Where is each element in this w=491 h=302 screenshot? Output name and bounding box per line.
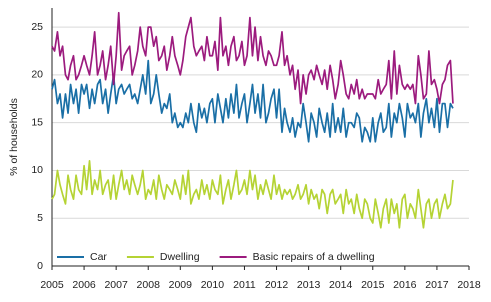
x-tick-label: 2011 — [233, 279, 256, 291]
x-tick-label: 2017 — [425, 279, 449, 291]
y-tick-label: 20 — [31, 69, 43, 81]
x-tick-label: 2007 — [104, 279, 128, 291]
x-tick-label: 2005 — [40, 279, 64, 291]
y-tick-label: 15 — [31, 116, 43, 128]
series-line — [51, 11, 454, 105]
y-tick-label: 5 — [37, 212, 43, 224]
x-tick-label: 2008 — [137, 279, 161, 291]
y-tick-label: 0 — [37, 260, 43, 272]
x-tick-label: 2015 — [361, 279, 385, 291]
y-tick-label: 10 — [31, 164, 43, 176]
legend-label: Dwelling — [160, 251, 200, 263]
y-axis-label: % of households — [8, 98, 20, 176]
x-tick-label: 2010 — [201, 279, 225, 291]
series-line — [51, 59, 454, 143]
x-tick-label: 2006 — [72, 279, 96, 291]
y-tick-label: 25 — [31, 21, 43, 33]
x-tick-label: 2016 — [393, 279, 417, 291]
legend-label: Basic repairs of a dwelling — [253, 251, 375, 263]
x-tick-label: 2012 — [265, 279, 289, 291]
x-tick-label: 2009 — [169, 279, 193, 291]
x-tick-label: 2013 — [297, 279, 321, 291]
x-tick-label: 2018 — [457, 279, 481, 291]
x-tick-label: 2014 — [329, 279, 353, 291]
legend-label: Car — [90, 251, 107, 263]
series-line — [51, 160, 454, 229]
